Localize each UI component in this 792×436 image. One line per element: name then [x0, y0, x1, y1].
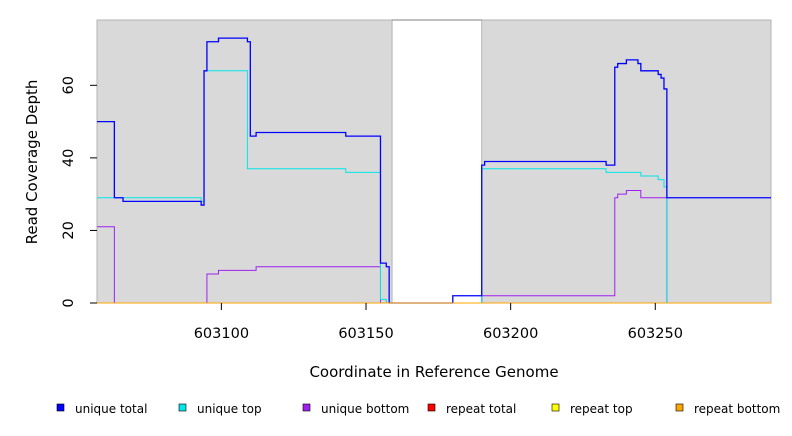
y-tick-label: 60	[61, 76, 77, 94]
legend-swatch	[675, 403, 684, 412]
legend-label: repeat total	[446, 402, 516, 416]
legend-item-unique-total: unique total	[56, 402, 147, 416]
legend-item-unique-top: unique top	[178, 402, 262, 416]
axes: 603100 603150 603200 603250 0 20 40 60	[61, 76, 683, 342]
legend-label: unique bottom	[321, 402, 409, 416]
legend-swatch	[302, 403, 311, 412]
y-tick-label: 40	[61, 149, 77, 167]
shaded-region-1	[96, 19, 393, 304]
x-tick-label: 603100	[194, 326, 249, 342]
x-tick-label: 603250	[628, 326, 683, 342]
y-tick-label: 20	[61, 221, 77, 239]
legend-swatch	[551, 403, 560, 412]
x-tick-label: 603150	[338, 326, 393, 342]
x-axis-title: Coordinate in Reference Genome	[309, 363, 558, 381]
legend-swatch	[427, 403, 436, 412]
legend-label: unique total	[75, 402, 147, 416]
legend-item-unique-bottom: unique bottom	[302, 402, 409, 416]
legend-swatch	[56, 403, 65, 412]
legend-label: unique top	[197, 402, 262, 416]
y-axis-title: Read Coverage Depth	[23, 80, 41, 245]
legend-label: repeat top	[570, 402, 633, 416]
y-tick-label: 0	[61, 298, 77, 307]
plot-background	[96, 19, 772, 304]
legend-label: repeat bottom	[694, 402, 780, 416]
legend-item-repeat-total: repeat total	[427, 402, 516, 416]
series-lines	[97, 37, 771, 304]
legend-item-repeat-top: repeat top	[551, 402, 633, 416]
legend-swatch	[178, 403, 187, 412]
legend-item-repeat-bottom: repeat bottom	[675, 402, 780, 416]
legend: unique total unique top unique bottom repea…	[56, 402, 780, 416]
x-tick-label: 603200	[483, 326, 538, 342]
